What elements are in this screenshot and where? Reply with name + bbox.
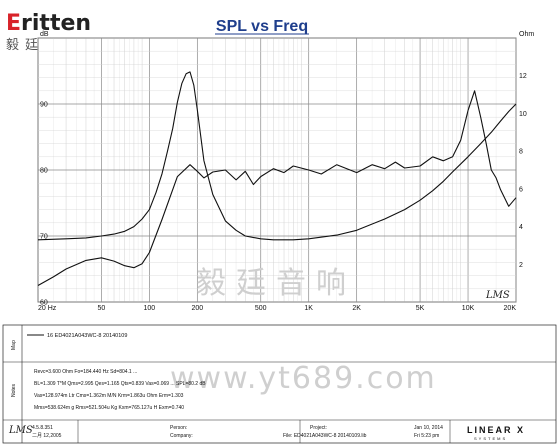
- x-tick-label: 10K: [462, 305, 475, 312]
- report-date: Jan 10, 2014: [414, 425, 443, 431]
- y-right-tick-label: 4: [519, 224, 523, 231]
- y-left-tick-label: 70: [40, 234, 48, 241]
- watermark-chinese: 毅廷音响: [196, 266, 356, 301]
- y-right-tick-label: 12: [519, 73, 527, 80]
- axis-ticks: 20 Hz 50 100 200 500 1K 2K 5K 10K 20K dB 90 80 70 60 Oh…: [38, 31, 534, 312]
- x-tick-label: 20K: [504, 305, 517, 312]
- version-number: 4.5.8.351: [32, 425, 53, 431]
- notes-line: Revc=3.600 Ohm Fo=184.440 Hz Sd=804.1 ..…: [34, 369, 137, 375]
- y-right-tick-label: 6: [519, 186, 523, 193]
- map-label: Map: [11, 340, 17, 350]
- lms-small-logo: LMS: [8, 425, 33, 436]
- svg-text:Eritten: Eritten: [6, 11, 91, 36]
- x-tick-label: 2K: [352, 305, 361, 312]
- watermark-url: www.yt689.com: [170, 361, 437, 396]
- company-label: Company:: [170, 433, 193, 439]
- x-tick-label: 50: [98, 305, 106, 312]
- info-panel: Map 16 ED4021A043WC-8 20140109 Notes Rev…: [2, 324, 557, 444]
- logo-letter-e: E: [6, 11, 21, 36]
- legend-entry: 16 ED4021A043WC-8 20140109: [47, 333, 127, 339]
- x-tick-label: 20 Hz: [38, 305, 57, 312]
- info-panel-frame: [2, 324, 557, 444]
- notes-line: Vas=128.974m Ltr Cms=1.362m M/N Krm=1.86…: [34, 393, 184, 399]
- logo-wordmark: ritten: [21, 11, 91, 36]
- x-tick-label: 200: [191, 305, 203, 312]
- y-right-tick-label: 8: [519, 149, 523, 156]
- lms-corner-label: LMS: [485, 290, 510, 301]
- x-tick-label: 100: [144, 305, 156, 312]
- x-tick-label: 5K: [416, 305, 425, 312]
- person-label: Person:: [170, 425, 187, 431]
- impedance-curve: [37, 71, 517, 241]
- chart-grid: [37, 37, 517, 303]
- notes-line: Mms=538.624m g Rms=521.504u Kg Kxm=765.1…: [34, 405, 184, 411]
- y-right-tick-label: 2: [519, 262, 523, 269]
- x-tick-label: 1K: [304, 305, 313, 312]
- project-label: Project:: [310, 425, 327, 431]
- file-label: File: ED4021A043WC-8 20140109.lib: [283, 433, 367, 439]
- linearx-brand: LINEAR X: [467, 425, 525, 435]
- y-left-tick-label: 80: [40, 168, 48, 175]
- notes-line: BL=1.309 T*M Qms=2.995 Qes=1.165 Qts=0.8…: [34, 381, 206, 387]
- version-date: 二月 12,2005: [32, 433, 62, 439]
- chart-title: SPL vs Freq: [216, 18, 308, 35]
- y-right-tick-label: Ohm: [519, 31, 534, 38]
- linearx-brand-sub: SYSTEMS: [474, 436, 507, 441]
- y-left-tick-label: 90: [40, 102, 48, 109]
- spl-curve: [37, 90, 517, 286]
- notes-label: Notes: [11, 383, 17, 397]
- report-time: Fri 5:23 pm: [414, 433, 439, 439]
- y-left-tick-label: dB: [40, 31, 49, 38]
- y-left-tick-label: 60: [40, 300, 48, 307]
- y-right-tick-label: 10: [519, 111, 527, 118]
- x-tick-label: 500: [255, 305, 267, 312]
- chart-series: [37, 71, 517, 286]
